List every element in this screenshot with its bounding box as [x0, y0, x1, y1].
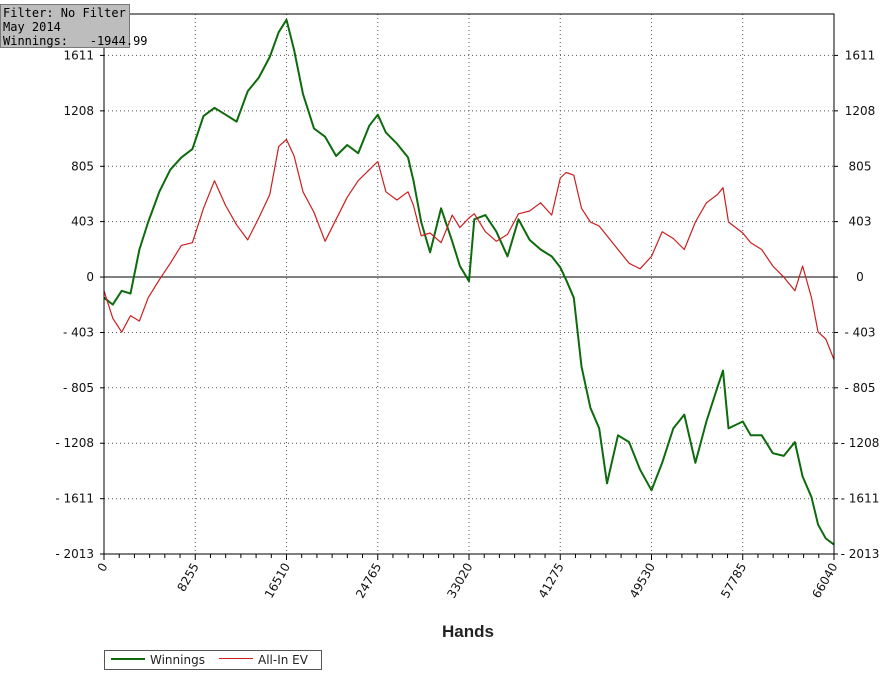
x-axis: 0 8255 16510 24765 33020 41275 49530 57785 66040 — [95, 561, 841, 601]
plot-area — [103, 18, 835, 546]
filter-text: Filter: No Filter — [3, 6, 126, 20]
period-text: May 2014 — [3, 20, 61, 34]
y-tick-label: - 1208 — [841, 436, 880, 450]
y-tick-label: 403 — [849, 215, 872, 229]
filter-info-box: Filter: No Filter May 2014 Winnings: -19… — [0, 4, 148, 48]
y-tick-label: - 403 — [844, 325, 875, 339]
x-tick-label: 66040 — [809, 561, 840, 601]
winnings-value: -1944.99 — [89, 34, 148, 48]
x-tick-label: 57785 — [718, 561, 749, 601]
legend-swatch-allin-ev — [219, 658, 253, 659]
x-tick-label: 41275 — [536, 561, 567, 601]
legend-label-allin-ev: All-In EV — [258, 653, 308, 667]
x-tick-label: 0 — [95, 561, 111, 575]
chart-axes — [100, 13, 838, 560]
series-line-allin-ev — [103, 138, 835, 360]
y-tick-label: - 805 — [844, 381, 875, 395]
y-tick-label: - 1611 — [841, 492, 880, 506]
y-tick-label: 1208 — [845, 104, 876, 118]
x-tick-label: 49530 — [627, 561, 658, 601]
x-axis-label: Hands — [442, 622, 494, 641]
x-tick-label: 8255 — [174, 561, 201, 594]
y-tick-label: 805 — [71, 159, 94, 173]
y-tick-label: 1611 — [845, 48, 876, 62]
winnings-line: Winnings: -1944.99 — [3, 34, 148, 48]
legend-swatch-winnings — [111, 658, 145, 660]
y-tick-label: 805 — [849, 159, 872, 173]
x-tick-label: 24765 — [353, 561, 384, 601]
y-tick-label: - 403 — [63, 325, 94, 339]
y-axis-right: - 2013 - 1611 - 1208 - 805 - 403 0 403 805 1208 1… — [841, 48, 880, 561]
y-tick-label: - 805 — [63, 381, 94, 395]
y-tick-label: - 1208 — [55, 436, 94, 450]
chart-grid — [104, 14, 834, 554]
winnings-label: Winnings: — [3, 34, 69, 48]
y-tick-label: 0 — [856, 270, 864, 284]
y-tick-label: 0 — [86, 270, 94, 284]
y-tick-label: - 2013 — [55, 547, 94, 561]
y-tick-label: - 1611 — [55, 492, 94, 506]
y-tick-label: 403 — [71, 215, 94, 229]
y-axis-left: - 2013 - 1611 - 1208 - 805 - 403 0 403 805 1208 1… — [55, 48, 94, 561]
chart-legend: Winnings All-In EV — [104, 650, 322, 670]
series-line-winnings — [103, 18, 835, 546]
y-tick-label: 1208 — [63, 104, 94, 118]
y-tick-label: - 2013 — [841, 547, 880, 561]
legend-label-winnings: Winnings — [150, 653, 205, 667]
y-tick-label: 1611 — [63, 48, 94, 62]
x-tick-label: 33020 — [444, 561, 475, 601]
x-tick-label: 16510 — [262, 561, 293, 601]
